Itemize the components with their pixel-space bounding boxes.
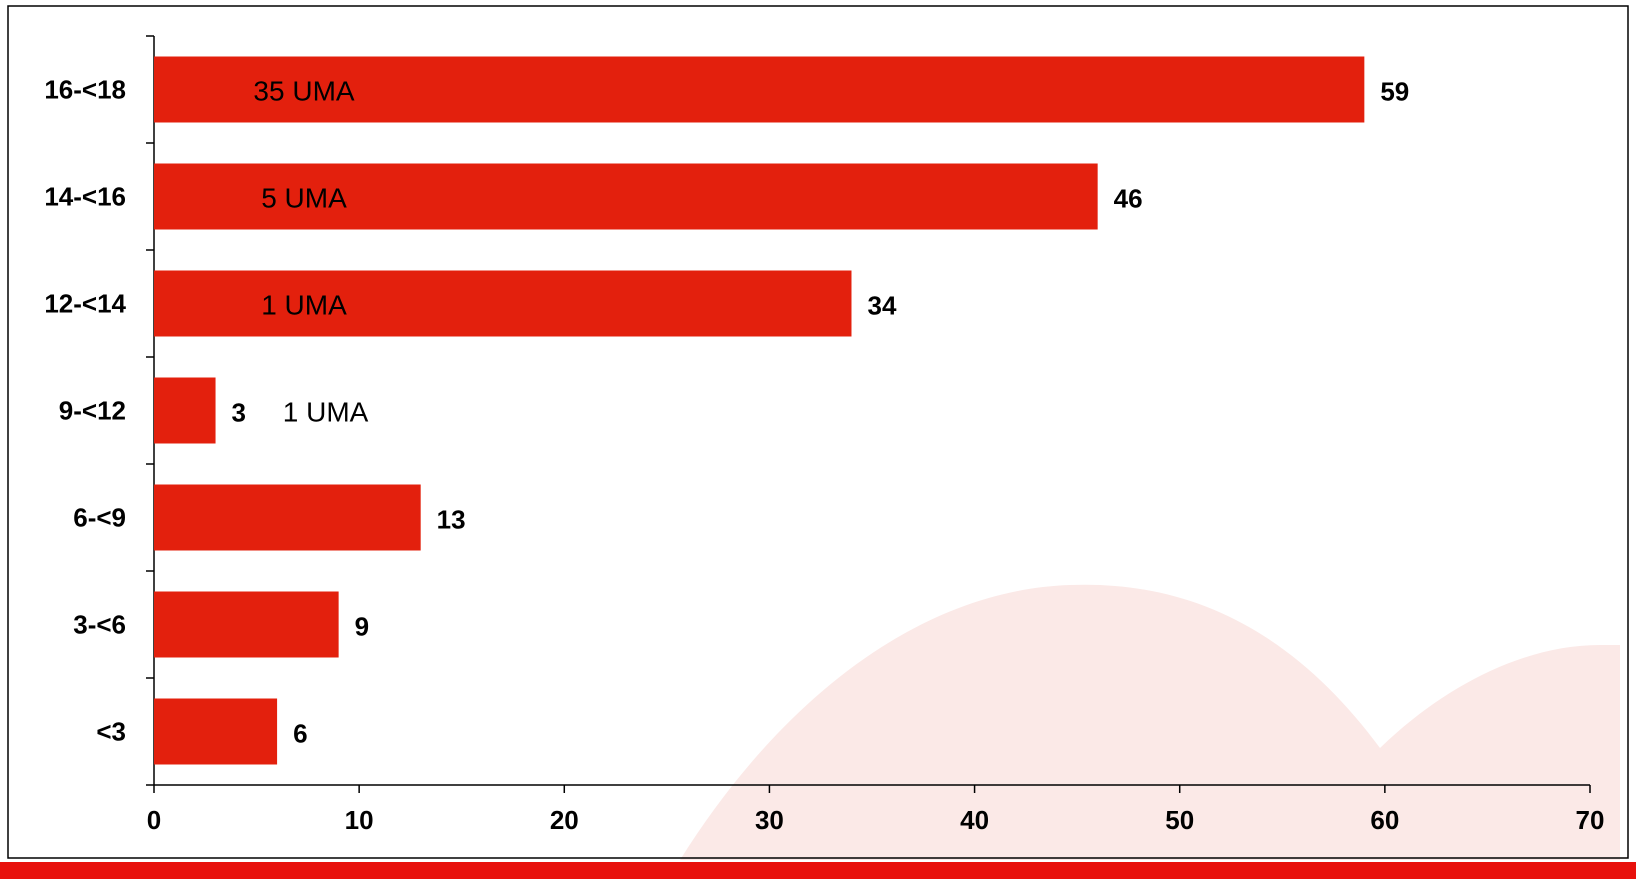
x-tick-label: 10 (345, 805, 374, 835)
y-tick-label: 14-<16 (44, 182, 126, 212)
bar-annotation: 5 UMA (261, 183, 347, 214)
y-tick-label: 6-<9 (73, 503, 126, 533)
x-tick-label: 20 (550, 805, 579, 835)
bar (154, 591, 339, 658)
chart-frame (7, 5, 1629, 859)
bottom-stripe (0, 862, 1636, 879)
bar (154, 270, 852, 337)
y-tick-label: <3 (96, 717, 126, 747)
y-tick-label: 9-<12 (59, 396, 126, 426)
labels-group: 16-<18 59 35 UMA 14-<16 46 5 UMA 12-<14 34 1 UMA… (44, 75, 1409, 749)
bar-annotation: 1 UMA (261, 290, 347, 321)
x-tick-label: 30 (755, 805, 784, 835)
data-label: 6 (293, 719, 307, 749)
bar (154, 377, 216, 444)
y-tick-label: 16-<18 (44, 75, 126, 105)
bar (154, 56, 1365, 123)
x-tick-label: 50 (1165, 805, 1194, 835)
data-label: 13 (437, 505, 466, 535)
bar-annotation: 35 UMA (253, 76, 354, 107)
bar (154, 163, 1098, 230)
bar (154, 698, 278, 765)
y-tick-label: 12-<14 (44, 289, 126, 319)
watermark-shape (680, 584, 1620, 860)
bars-group (154, 56, 1365, 765)
y-tick-label: 3-<6 (73, 610, 126, 640)
x-tick-label: 60 (1370, 805, 1399, 835)
data-label: 3 (232, 398, 246, 428)
bar (154, 484, 421, 551)
bar-annotation: 1 UMA (283, 397, 369, 428)
x-tick-label: 0 (147, 805, 161, 835)
data-label: 59 (1380, 77, 1409, 107)
data-label: 46 (1114, 184, 1143, 214)
x-tick-label: 70 (1576, 805, 1605, 835)
x-tick-label: 40 (960, 805, 989, 835)
data-label: 9 (355, 612, 369, 642)
axes: 0 10 20 30 40 50 60 70 (146, 35, 1605, 835)
data-label: 34 (867, 291, 896, 321)
